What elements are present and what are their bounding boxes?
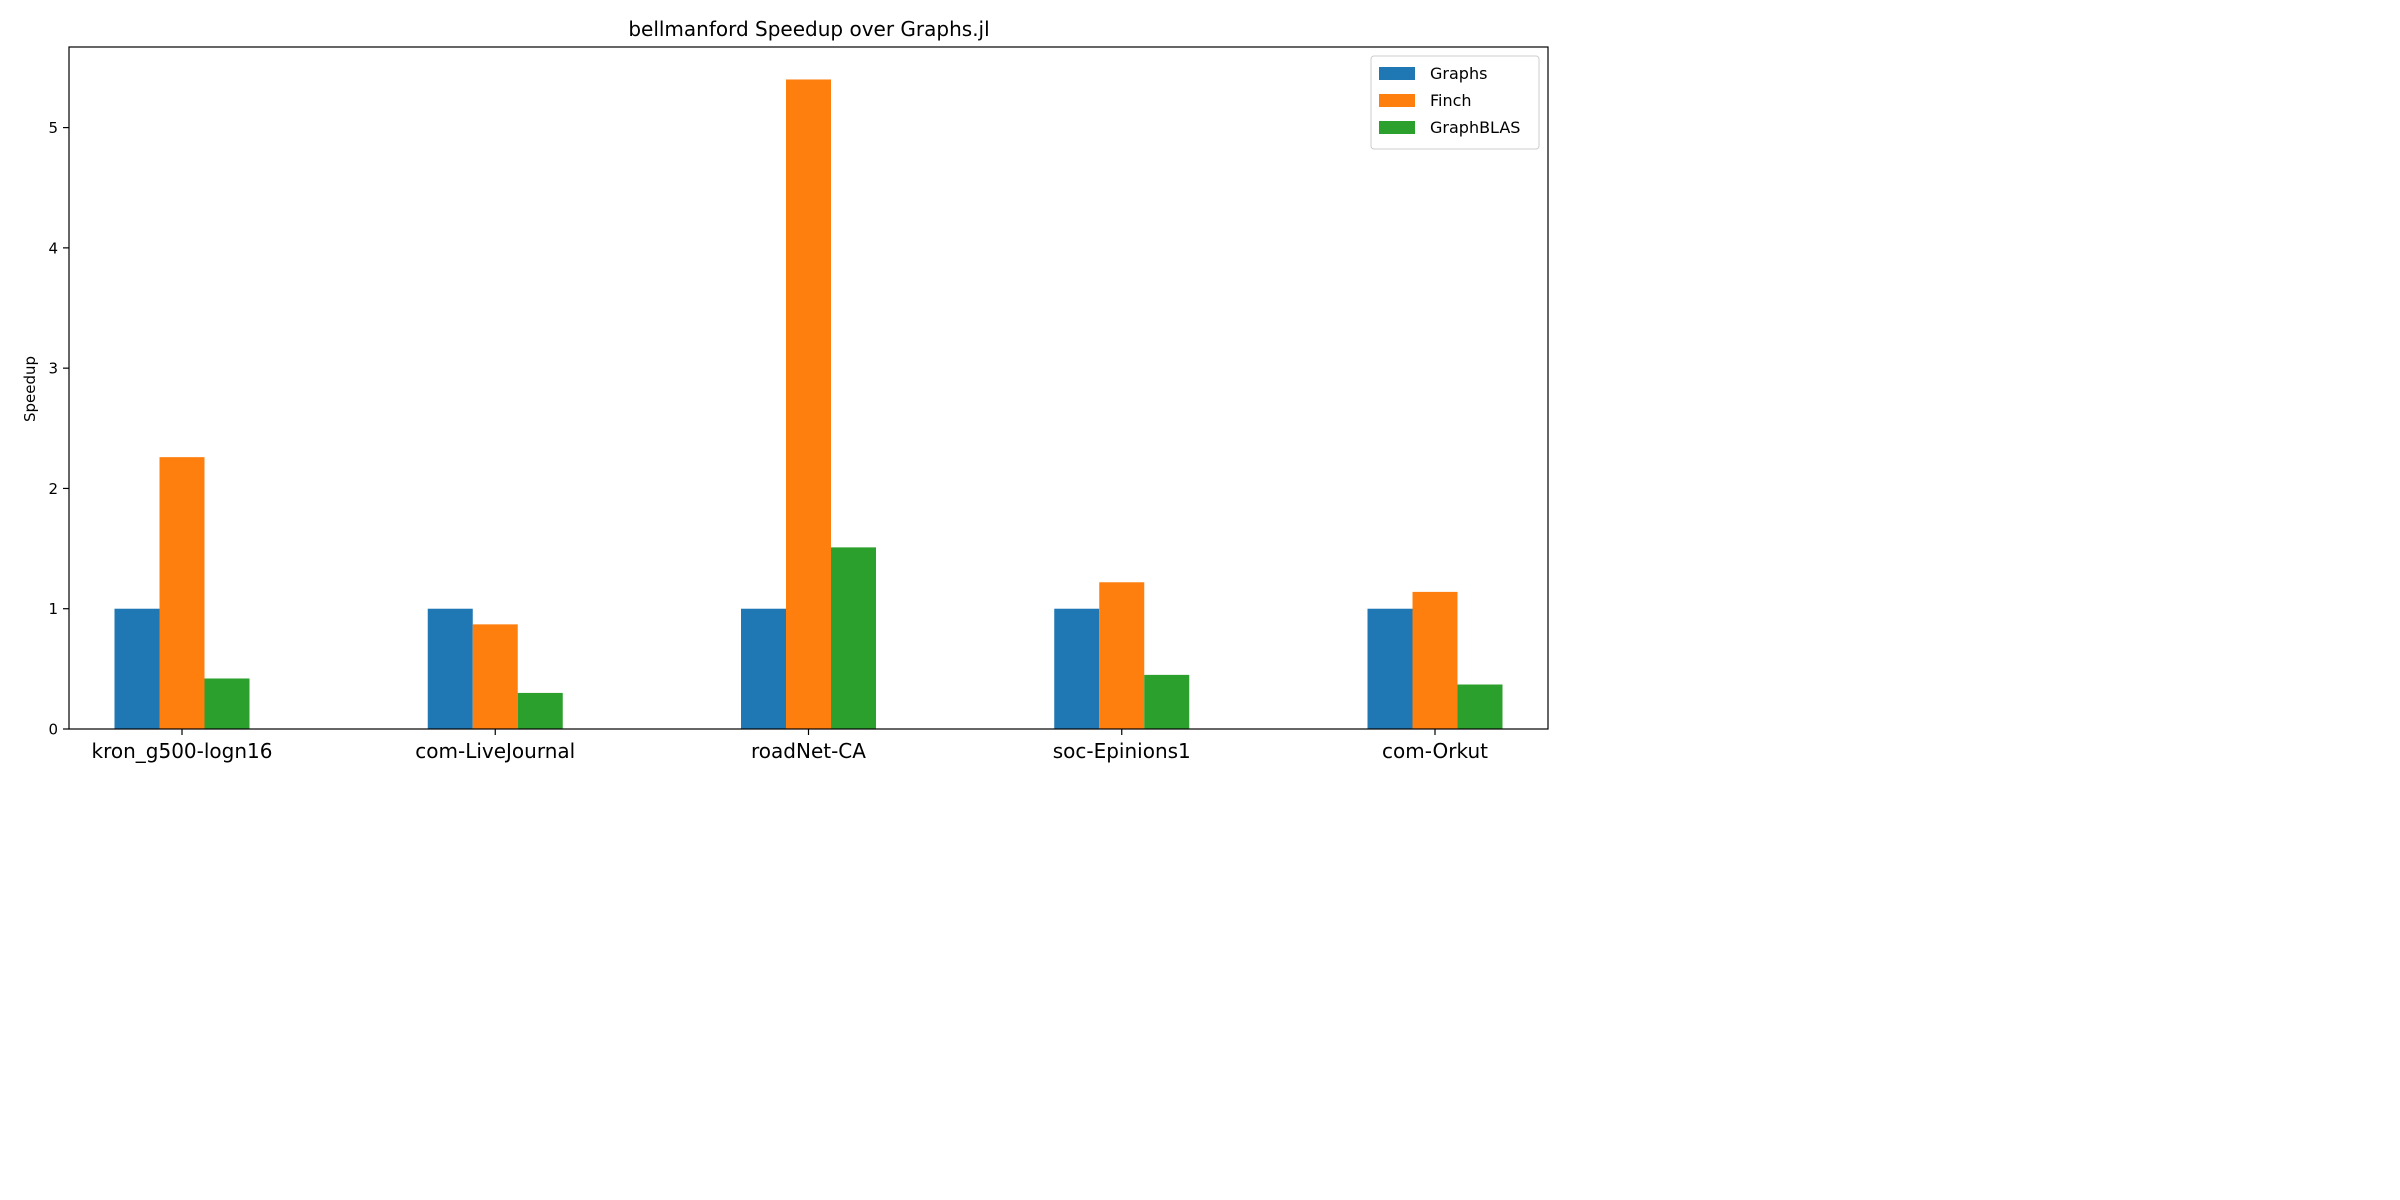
bar-finch-2 (786, 79, 831, 730)
bar-graphs-4 (1367, 608, 1413, 729)
chart-title: bellmanford Speedup over Graphs.jl (628, 17, 989, 41)
bar-graphs-1 (427, 608, 473, 729)
legend-label-finch: Finch (1430, 91, 1472, 110)
bar-chart: bellmanford Speedup over Graphs.jl Speed… (21, 17, 1549, 763)
y-tick-label: 2 (48, 480, 58, 498)
bar-graphs-0 (114, 608, 160, 729)
y-axis: 0 1 2 3 4 5 (48, 119, 69, 739)
y-tick-label: 5 (48, 119, 58, 137)
legend-label-graphs: Graphs (1430, 64, 1487, 83)
x-axis: kron_g500-logn16 com-LiveJournal roadNet-C… (92, 729, 1488, 763)
bar-graphblas-3 (1144, 674, 1190, 729)
legend-label-graphblas: GraphBLAS (1430, 118, 1520, 137)
bar-graphs-3 (1054, 608, 1100, 729)
y-tick-label: 1 (48, 600, 58, 618)
legend-swatch-finch (1379, 94, 1415, 107)
legend-swatch-graphs (1379, 67, 1415, 80)
bar-graphblas-2 (831, 547, 876, 729)
bar-graphblas-1 (517, 692, 563, 729)
chart-container: bellmanford Speedup over Graphs.jl Speed… (0, 0, 1560, 780)
y-axis-label: Speedup (21, 356, 39, 422)
bar-finch-4 (1412, 591, 1458, 729)
y-tick-label: 0 (48, 721, 58, 739)
legend-swatch-graphblas (1379, 121, 1415, 134)
x-tick-label: roadNet-CA (751, 739, 866, 763)
bar-graphblas-4 (1457, 684, 1503, 729)
x-tick-label: soc-Epinions1 (1053, 739, 1191, 763)
x-tick-label: com-LiveJournal (415, 739, 575, 763)
bar-graphblas-0 (204, 678, 250, 729)
x-tick-label: com-Orkut (1382, 739, 1488, 763)
y-tick-label: 3 (48, 360, 58, 378)
y-tick-label: 4 (48, 239, 58, 257)
bar-finch-0 (159, 457, 205, 729)
bar-finch-1 (472, 624, 518, 729)
bars-layer (114, 79, 1503, 730)
bar-graphs-2 (741, 608, 786, 729)
legend: Graphs Finch GraphBLAS (1370, 55, 1540, 150)
x-tick-label: kron_g500-logn16 (92, 739, 273, 763)
bar-finch-3 (1099, 582, 1145, 729)
